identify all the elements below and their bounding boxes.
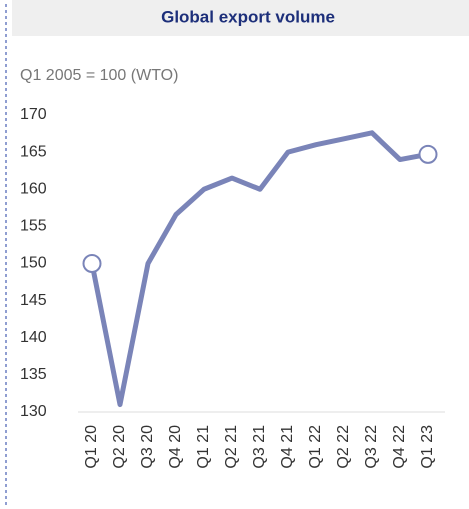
x-tick-label: Q4 21 (279, 425, 296, 469)
y-tick-label: 145 (20, 292, 47, 309)
title-band (12, 0, 469, 36)
x-tick-label: Q1 21 (195, 425, 212, 469)
end-marker (82, 254, 102, 273)
x-tick-label: Q1 23 (419, 425, 436, 469)
x-tick-label: Q2 20 (111, 425, 128, 469)
x-tick-label: Q3 22 (363, 425, 380, 469)
y-tick-label: 165 (20, 143, 47, 160)
y-tick-label: 140 (20, 329, 47, 346)
line-series (89, 130, 431, 408)
y-tick-label: 130 (20, 403, 47, 420)
x-tick-label: Q4 22 (391, 425, 408, 469)
x-tick-label: Q1 22 (307, 425, 324, 469)
end-marker (418, 144, 438, 164)
y-tick-label: 160 (20, 180, 47, 197)
x-tick-label: Q4 20 (167, 425, 184, 469)
chart-title: Global export volume (161, 7, 335, 26)
x-tick-label: Q2 21 (223, 425, 240, 469)
y-tick-label: 135 (20, 366, 47, 383)
x-tick-label: Q3 21 (251, 425, 268, 469)
y-tick-label: 155 (20, 218, 47, 235)
y-tick-label: 150 (20, 255, 47, 272)
y-tick-label: 170 (20, 106, 47, 123)
x-tick-label: Q1 20 (83, 425, 100, 469)
x-tick-label: Q3 20 (139, 425, 156, 469)
x-tick-label: Q2 22 (335, 425, 352, 469)
chart-subtitle: Q1 2005 = 100 (WTO) (20, 67, 178, 84)
